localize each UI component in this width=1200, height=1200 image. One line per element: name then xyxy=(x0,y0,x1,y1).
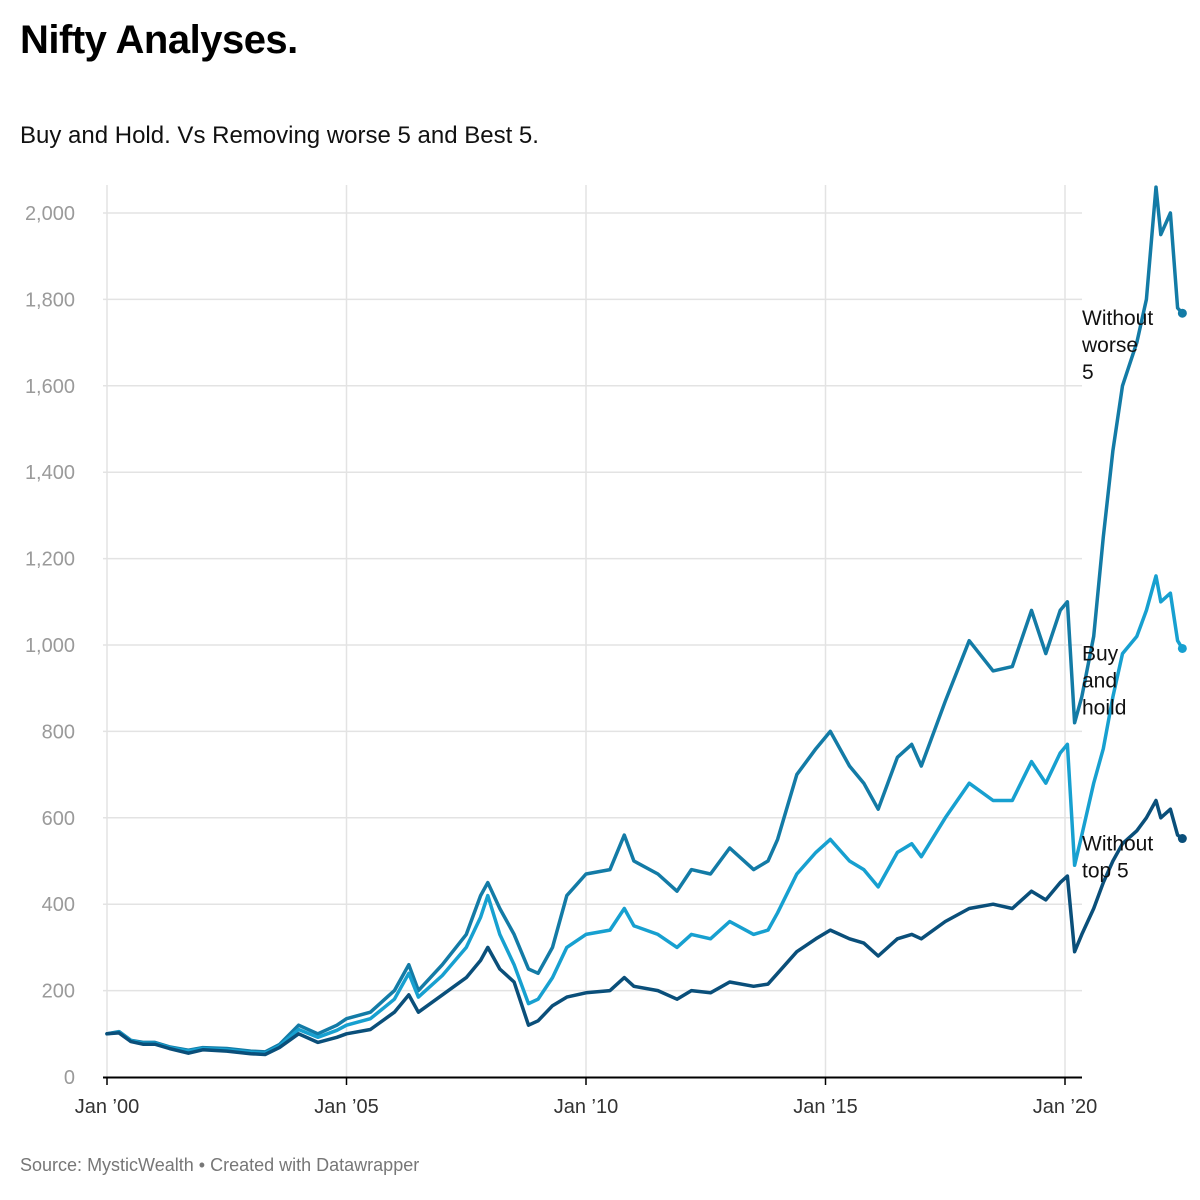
chart-subtitle: Buy and Hold. Vs Removing worse 5 and Be… xyxy=(20,122,539,149)
y-tick-label: 1,400 xyxy=(25,462,75,484)
y-tick-label: 0 xyxy=(64,1067,75,1089)
chart-title: Nifty Analyses. xyxy=(20,18,298,62)
series-line-without-worse-5 xyxy=(105,185,1185,1054)
x-tick-label: Jan ’15 xyxy=(793,1096,858,1118)
x-tick-label: Jan ’20 xyxy=(1033,1096,1098,1118)
source-name: MysticWealth xyxy=(87,1155,194,1175)
series-end-label: Without top 5 xyxy=(1082,833,1153,883)
credit-text: Created with Datawrapper xyxy=(210,1155,420,1175)
y-tick-label: 1,800 xyxy=(25,289,75,311)
y-tick-label: 800 xyxy=(42,721,75,743)
y-tick-label: 400 xyxy=(42,894,75,916)
y-tick-label: 2,000 xyxy=(25,203,75,225)
series-line-without-top-5 xyxy=(105,798,1185,1057)
y-tick-label: 1,000 xyxy=(25,635,75,657)
chart-footer: Source: MysticWealth • Created with Data… xyxy=(20,1155,419,1176)
footer-separator: • xyxy=(198,1155,206,1175)
series-end-label: Buy and hoild xyxy=(1082,642,1126,719)
series-end-dot xyxy=(1177,643,1187,653)
y-tick-label: 1,600 xyxy=(25,376,75,398)
series-line-buy-and-hoild xyxy=(105,574,1185,1055)
y-tick-label: 1,200 xyxy=(25,549,75,571)
source-label: Source: xyxy=(20,1155,83,1175)
series-end-dot xyxy=(1177,834,1187,844)
y-tick-label: 600 xyxy=(42,808,75,830)
x-tick-label: Jan ’05 xyxy=(314,1096,379,1118)
x-tick-label: Jan ’10 xyxy=(554,1096,619,1118)
series-end-label: Without worse 5 xyxy=(1081,307,1153,384)
x-tick-label: Jan ’00 xyxy=(75,1096,140,1118)
series-end-dot xyxy=(1177,308,1187,318)
y-tick-label: 200 xyxy=(42,981,75,1003)
